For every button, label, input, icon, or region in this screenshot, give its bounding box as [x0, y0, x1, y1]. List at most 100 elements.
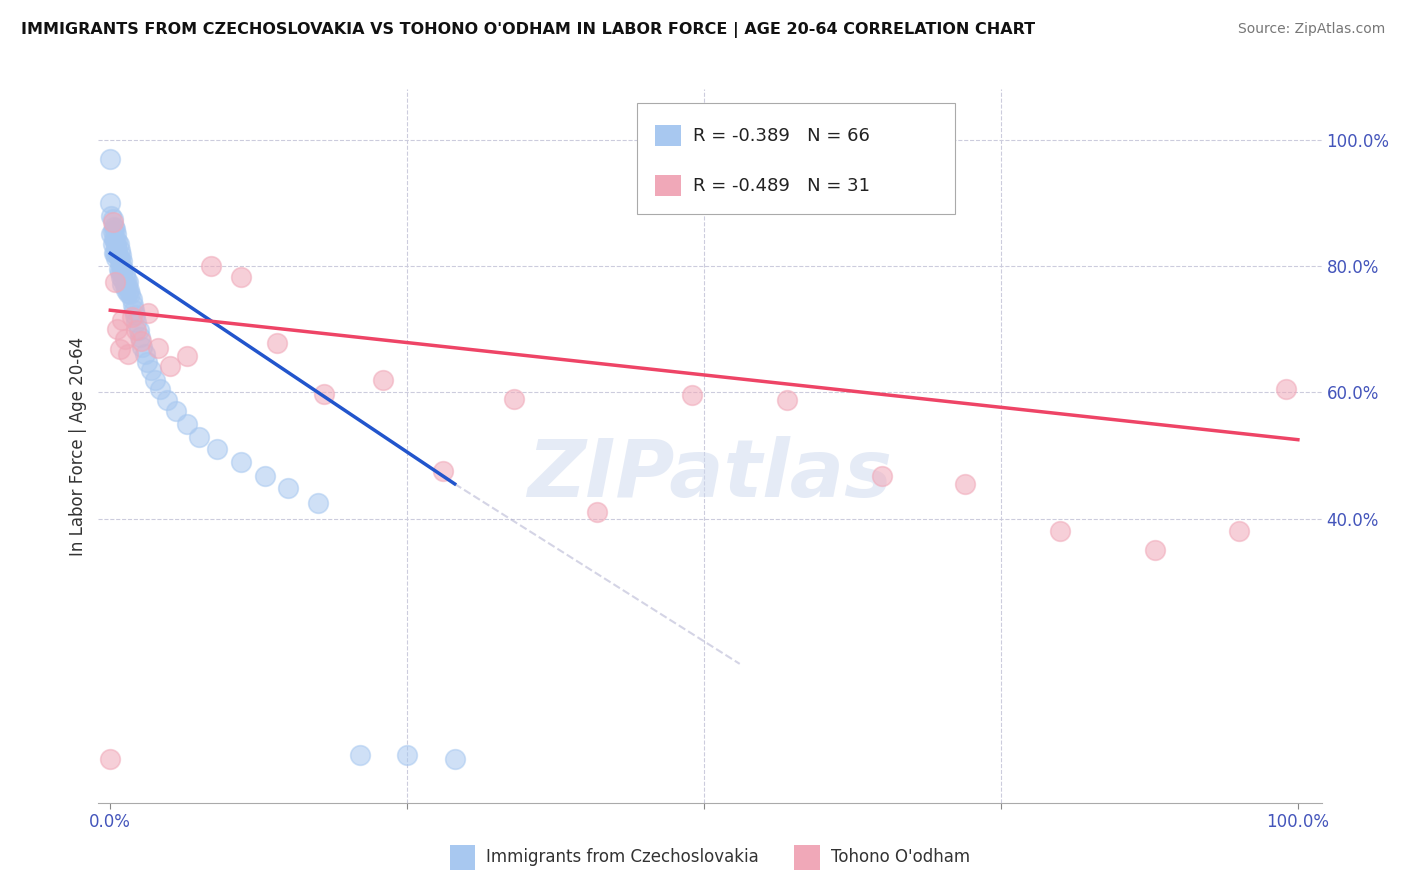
Point — [349, 748, 371, 763]
Point — [129, 334, 152, 348]
Point — [117, 347, 139, 361]
Point — [107, 262, 129, 277]
Point — [103, 232, 125, 246]
Point — [101, 211, 124, 226]
Point — [136, 355, 159, 369]
Point — [205, 442, 228, 457]
Point — [105, 227, 128, 242]
Point — [100, 209, 122, 223]
Point — [110, 259, 132, 273]
Point — [121, 310, 143, 324]
Point — [107, 236, 129, 251]
Point — [103, 246, 125, 260]
Point — [776, 392, 799, 407]
Point — [136, 306, 159, 320]
Text: Source: ZipAtlas.com: Source: ZipAtlas.com — [1237, 22, 1385, 37]
Point — [125, 315, 148, 329]
Point — [112, 262, 135, 277]
Text: R = -0.389   N = 66: R = -0.389 N = 66 — [693, 127, 870, 145]
Point — [396, 748, 419, 763]
Point — [101, 215, 124, 229]
Point — [1275, 382, 1298, 396]
Point — [108, 343, 131, 357]
FancyBboxPatch shape — [655, 125, 681, 146]
Point — [104, 246, 127, 260]
FancyBboxPatch shape — [637, 103, 955, 214]
Point — [176, 349, 198, 363]
Point — [107, 246, 129, 260]
Text: R = -0.489   N = 31: R = -0.489 N = 31 — [693, 177, 870, 194]
Point — [108, 244, 131, 258]
Point — [681, 388, 703, 402]
Point — [146, 341, 169, 355]
Point — [1049, 524, 1071, 539]
Point — [98, 751, 121, 765]
Point — [870, 468, 893, 483]
Point — [108, 254, 131, 268]
Point — [156, 392, 179, 407]
Point — [111, 312, 134, 326]
Point — [114, 277, 136, 292]
Point — [105, 252, 128, 266]
Point — [105, 239, 128, 253]
Point — [229, 270, 252, 285]
Point — [1227, 524, 1250, 539]
Text: Tohono O'odham: Tohono O'odham — [831, 848, 970, 866]
Point — [110, 270, 132, 285]
Point — [586, 505, 609, 519]
Point — [104, 234, 127, 248]
Point — [1144, 543, 1167, 558]
Point — [229, 455, 252, 469]
Point — [107, 250, 129, 264]
Point — [98, 152, 121, 166]
Point — [134, 347, 156, 361]
Point — [117, 285, 139, 300]
Point — [165, 404, 187, 418]
Point — [101, 236, 124, 251]
Point — [125, 323, 148, 337]
Point — [107, 234, 129, 248]
Point — [108, 265, 131, 279]
Point — [149, 382, 172, 396]
Point — [176, 417, 198, 431]
Point — [145, 373, 167, 387]
Point — [131, 340, 153, 354]
FancyBboxPatch shape — [655, 175, 681, 196]
Point — [503, 392, 526, 406]
Point — [955, 476, 977, 491]
Point — [120, 287, 142, 301]
Point — [118, 283, 141, 297]
Point — [98, 195, 121, 210]
Point — [307, 496, 329, 510]
Text: Immigrants from Czechoslovakia: Immigrants from Czechoslovakia — [486, 848, 759, 866]
Point — [100, 227, 122, 242]
Point — [200, 259, 222, 273]
Point — [266, 336, 288, 351]
Point — [117, 275, 139, 289]
Point — [122, 303, 145, 318]
Text: IMMIGRANTS FROM CZECHOSLOVAKIA VS TOHONO O'ODHAM IN LABOR FORCE | AGE 20-64 CORR: IMMIGRANTS FROM CZECHOSLOVAKIA VS TOHONO… — [21, 22, 1035, 38]
Point — [139, 363, 162, 377]
Point — [101, 224, 124, 238]
Point — [432, 464, 454, 478]
Point — [188, 429, 211, 443]
Point — [114, 332, 136, 346]
Point — [121, 292, 143, 306]
Point — [159, 359, 181, 373]
Text: ZIPatlas: ZIPatlas — [527, 435, 893, 514]
Point — [277, 481, 299, 495]
Point — [104, 222, 127, 236]
Point — [111, 254, 134, 268]
Point — [253, 468, 276, 483]
Point — [111, 265, 134, 279]
Point — [373, 373, 395, 387]
Point — [104, 275, 127, 289]
Point — [124, 308, 146, 322]
Point — [115, 277, 138, 292]
Point — [121, 298, 143, 312]
Point — [129, 330, 152, 344]
Point — [103, 219, 125, 234]
Point — [111, 277, 134, 291]
Point — [114, 271, 136, 285]
Point — [110, 247, 132, 261]
